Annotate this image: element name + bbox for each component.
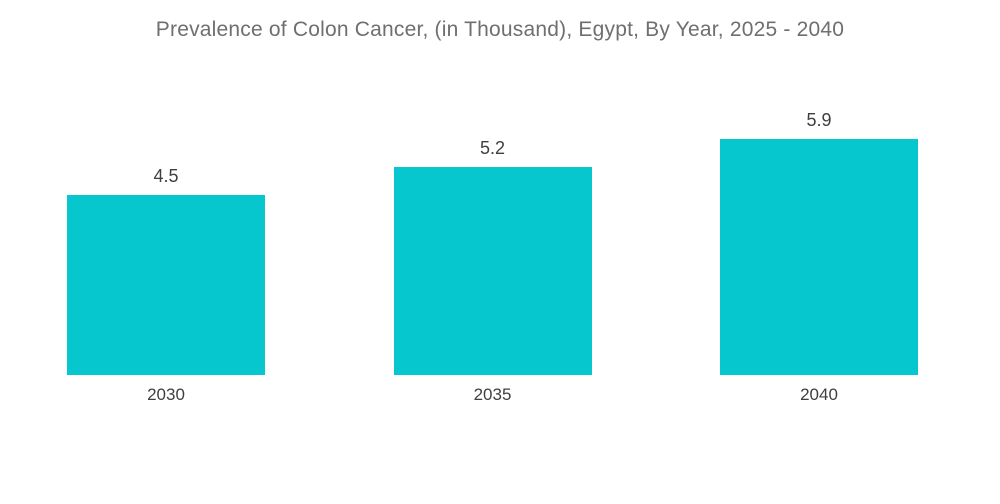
bar-2040 bbox=[720, 139, 918, 375]
bar-value-label: 5.9 bbox=[806, 110, 832, 130]
bar-group-2030: 4.5 bbox=[67, 166, 265, 375]
x-axis-label-2035: 2035 bbox=[473, 385, 512, 404]
chart-title: Prevalence of Colon Cancer, (in Thousand… bbox=[155, 18, 845, 41]
x-axis-label-2030: 2030 bbox=[147, 385, 185, 404]
bar-2030 bbox=[67, 195, 265, 375]
x-axis-labels: 2030 2035 2040 bbox=[0, 385, 1000, 405]
bar-group-2040: 5.9 bbox=[720, 110, 918, 375]
bar-value-label: 5.2 bbox=[479, 138, 506, 158]
bar-2035 bbox=[393, 167, 592, 375]
bar-group-2035: 5.2 bbox=[393, 138, 592, 375]
bar-value-label: 4.5 bbox=[153, 166, 179, 186]
x-axis-label-2040: 2040 bbox=[800, 385, 838, 404]
plot-area: 4.5 5.2 5.9 bbox=[0, 58, 1000, 375]
